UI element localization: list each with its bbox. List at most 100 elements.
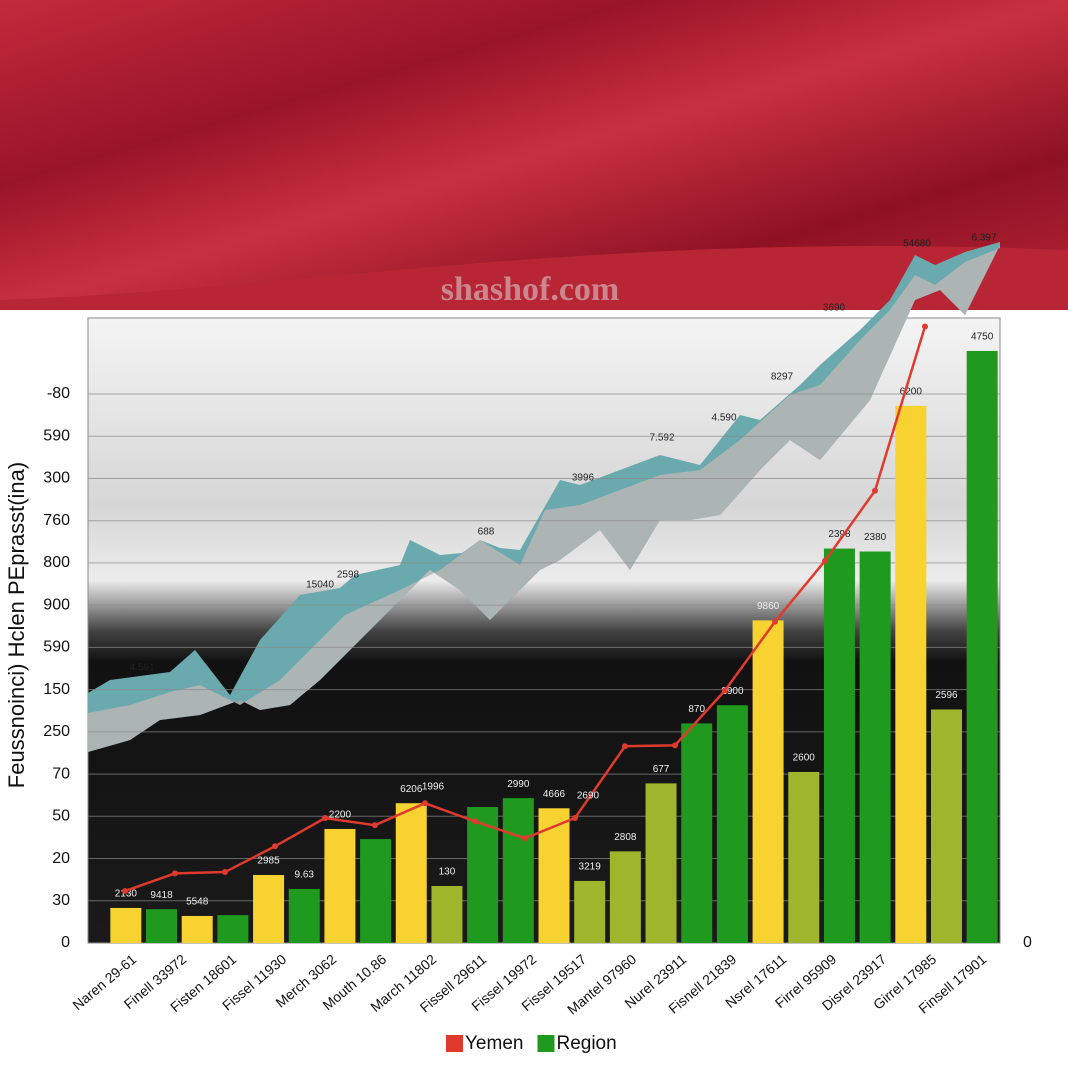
- bar-label: 2990: [507, 779, 530, 790]
- bar-label: 2380: [864, 532, 887, 543]
- bar-label: 677: [653, 764, 670, 775]
- area-label: 2598: [337, 570, 360, 581]
- line-point: [122, 888, 128, 895]
- line-point: [922, 323, 928, 330]
- area-label: 4.591: [129, 663, 154, 674]
- line-point: [372, 822, 378, 829]
- line-point: [872, 487, 878, 494]
- line-point: [722, 687, 728, 694]
- watermark: shashof.com: [441, 271, 620, 308]
- bar-label: 2900: [721, 686, 744, 697]
- bar: [217, 915, 249, 943]
- bar: [609, 851, 641, 943]
- line-point: [822, 557, 828, 564]
- line-point: [172, 870, 178, 877]
- bar-label: 2808: [614, 832, 637, 843]
- bar-label: 2398: [828, 529, 851, 540]
- bar: [574, 880, 606, 943]
- line-point: [622, 743, 628, 750]
- bar: [930, 709, 962, 943]
- y-tick-label: 0: [61, 934, 70, 951]
- y-tick-label: 50: [52, 808, 70, 825]
- y-tick-label: 900: [43, 596, 70, 613]
- y-tick-label: 250: [43, 723, 70, 740]
- area-label: 54680: [903, 239, 931, 250]
- legend-swatch: [537, 1035, 555, 1052]
- bar-label: 9860: [757, 601, 780, 612]
- bar: [324, 828, 356, 943]
- bar-label: 6206: [400, 784, 423, 795]
- line-point: [222, 869, 228, 876]
- bar: [966, 350, 998, 943]
- area-label: 7.592: [649, 433, 674, 444]
- y-tick-label: 800: [43, 554, 70, 571]
- area-label: 8297: [771, 372, 794, 383]
- line-point: [472, 818, 478, 825]
- bar-label: 6200: [900, 386, 923, 397]
- area-label: 6.397: [971, 233, 996, 244]
- area-label: 688: [478, 527, 495, 538]
- line-point: [672, 742, 678, 749]
- bar-label: 4666: [543, 789, 566, 800]
- y-tick-label: 20: [52, 850, 70, 867]
- legend-swatch: [446, 1035, 463, 1052]
- area-teal: [88, 242, 1000, 752]
- bar: [645, 783, 677, 943]
- bar: [716, 705, 748, 943]
- y-axis-title: Feussnoinci) Hclen PEprasst(ina): [4, 462, 29, 788]
- line-point: [272, 843, 278, 850]
- bar: [788, 771, 820, 943]
- bar: [431, 885, 463, 943]
- bar: [110, 907, 142, 943]
- bar: [752, 620, 784, 943]
- y-tick-label: 590: [43, 427, 70, 444]
- bar: [288, 888, 320, 943]
- legend-label: Region: [556, 1033, 616, 1054]
- bar: [395, 803, 427, 943]
- area-gray: [88, 245, 1000, 752]
- legend-label: Yemen: [465, 1033, 523, 1054]
- bar: [467, 807, 499, 943]
- y-tick-label: 590: [43, 639, 70, 656]
- bar-label: 2596: [935, 690, 958, 701]
- bar: [253, 875, 285, 943]
- line-point: [772, 618, 778, 625]
- bar: [895, 405, 927, 943]
- line-point: [322, 815, 328, 821]
- bar-label: 870: [688, 704, 705, 715]
- area-label: 3690: [823, 303, 846, 314]
- y-tick-label: 30: [52, 892, 70, 909]
- bar-label: 5548: [186, 897, 209, 908]
- bar: [538, 808, 570, 943]
- point-label: 2690: [577, 791, 600, 802]
- flag-wave: [0, 245, 1068, 310]
- y-tick-label: 300: [43, 470, 70, 487]
- bar-label: 9418: [150, 890, 173, 901]
- bar: [502, 798, 534, 943]
- area-label: 4.590: [711, 413, 736, 424]
- bar: [181, 915, 213, 943]
- line-point: [522, 835, 528, 842]
- point-label: 1996: [422, 782, 445, 793]
- line-point: [572, 815, 578, 821]
- bar-label: 3219: [579, 862, 602, 873]
- y-tick-label: 70: [52, 765, 70, 782]
- bar-label: 2985: [257, 856, 280, 867]
- bar-label: 9.63: [295, 870, 315, 881]
- y-tick-label: 760: [43, 512, 70, 529]
- y-tick-label: -80: [47, 385, 70, 402]
- area-label: 15040: [306, 580, 334, 591]
- bar-label: 4750: [971, 332, 994, 343]
- right-axis-label: 0: [1023, 934, 1032, 951]
- bar-label: 130: [439, 867, 456, 878]
- bar: [146, 909, 178, 943]
- bar: [859, 551, 891, 943]
- line-point: [422, 800, 428, 807]
- bar-label: 2130: [115, 889, 138, 900]
- bar: [360, 839, 392, 943]
- bar: [823, 548, 855, 943]
- y-tick-label: 150: [43, 681, 70, 698]
- bar: [681, 723, 713, 943]
- bar-label: 2200: [329, 810, 352, 821]
